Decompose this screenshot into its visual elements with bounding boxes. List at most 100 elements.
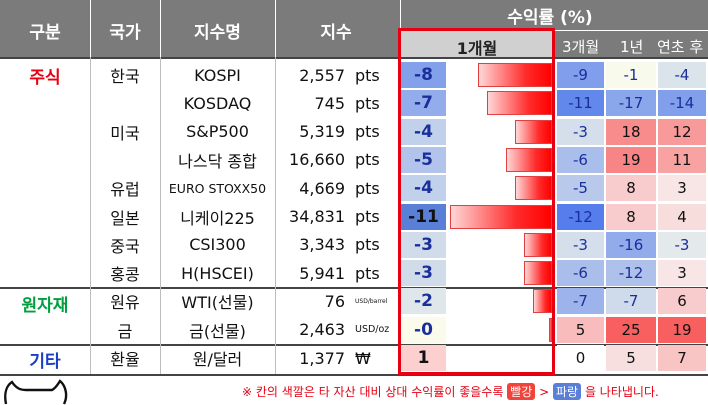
header-ytd: 연초 후	[657, 38, 704, 56]
row-return-1y: 8	[606, 203, 656, 230]
row-return-1m-bar	[514, 176, 552, 201]
row-index-value: 745	[314, 93, 345, 113]
hdr-divider	[275, 0, 276, 57]
row-return-1m: -0	[401, 316, 446, 343]
row-return-ytd: 11	[658, 146, 706, 173]
hdr-divider	[160, 0, 161, 57]
row-unit: pts	[355, 263, 380, 283]
row-country: 유럽	[110, 180, 140, 200]
row-index-name: 금(선물)	[189, 321, 246, 341]
row-return-1m-bar	[477, 63, 552, 87]
highlight-1m-box	[398, 28, 555, 375]
row-country: 미국	[110, 123, 140, 143]
row-country: 한국	[110, 67, 140, 86]
row-return-3m: 5	[557, 316, 604, 343]
row-return-1y: -7	[606, 288, 656, 315]
row-return-1y: 8	[606, 175, 656, 202]
row-return-3m: -12	[557, 203, 604, 230]
row-unit: pts	[355, 65, 380, 85]
row-return-ytd: -4	[658, 62, 706, 88]
col-divider	[160, 57, 161, 374]
row-index-name: CSI300	[189, 235, 246, 255]
category-commodity: 원자재	[21, 295, 69, 316]
col-divider	[275, 57, 276, 374]
row-index-value: 3,343	[299, 235, 345, 255]
row-return-1y: 18	[606, 118, 656, 145]
row-index-name: KOSDAQ	[183, 93, 252, 113]
category-stock: 주식	[29, 67, 61, 88]
header-3m: 3개월	[562, 38, 600, 56]
row-unit: pts	[355, 207, 380, 226]
header-1y: 1년	[620, 38, 644, 56]
header-index-value: 지수	[320, 23, 352, 43]
row-index-name: WTI(선물)	[181, 293, 254, 313]
row-country: 중국	[110, 236, 140, 256]
row-return-3m: -9	[557, 62, 604, 88]
row-return-ytd: 3	[658, 175, 706, 202]
header-index-name: 지수명	[194, 23, 241, 43]
header-1m-label: 1개월	[456, 39, 498, 58]
footnote-blue: 파랑	[553, 383, 582, 400]
row-return-3m: -7	[557, 288, 604, 315]
row-index-value: 5,319	[299, 122, 345, 142]
row-return-3m: -6	[557, 146, 604, 173]
section-line	[0, 57, 708, 59]
row-index-value: 2,557	[299, 65, 345, 85]
row-country	[90, 147, 160, 173]
footnote-arrow: >	[539, 385, 550, 399]
row-return-1m: -5	[401, 146, 446, 173]
row-return-1m: -4	[401, 175, 446, 202]
row-return-1m: -8	[401, 62, 446, 88]
row-index-name: S&P500	[186, 122, 249, 142]
row-unit: pts	[355, 93, 380, 113]
cat-ears-icon	[4, 379, 68, 405]
row-index-value: 2,463	[299, 320, 345, 340]
row-return-1m: -2	[401, 288, 446, 315]
row-return-ytd: 19	[658, 316, 706, 343]
row-return-1y: -16	[606, 231, 656, 258]
row-return-1y: 5	[606, 345, 656, 371]
header-1m-bg	[401, 31, 553, 57]
row-unit: pts	[355, 150, 380, 170]
row-index-value: 4,669	[299, 178, 345, 198]
row-return-3m: -6	[557, 260, 604, 287]
row-return-1m-bar	[524, 261, 552, 286]
row-index-value: 34,831	[289, 207, 345, 226]
col-divider	[90, 57, 91, 374]
row-return-1m: -4	[401, 118, 446, 145]
row-unit: USD/barrel	[355, 297, 388, 305]
row-index-name: EURO STOXX50	[168, 180, 267, 196]
row-return-1m-bar	[505, 147, 552, 172]
footnote-tail: 을 나타냅니다.	[584, 385, 659, 399]
row-return-1m: -3	[401, 260, 446, 287]
row-index-value: 76	[324, 291, 345, 311]
table-header	[0, 0, 708, 57]
row-country: 홍콩	[110, 265, 140, 285]
row-return-3m: -11	[557, 90, 604, 117]
row-return-3m: 0	[557, 345, 604, 371]
section-line	[0, 344, 708, 346]
row-return-ytd: -3	[658, 231, 706, 258]
row-return-ytd: 7	[658, 345, 706, 371]
row-return-1m: 1	[401, 345, 446, 371]
row-return-1y: -1	[606, 62, 656, 88]
row-return-ytd: 3	[658, 260, 706, 287]
row-return-1m-bar	[533, 289, 552, 314]
row-index-name: 나스닥 종합	[178, 151, 257, 171]
row-country: 금	[117, 321, 133, 341]
row-return-1y: 25	[606, 316, 656, 343]
footnote-text: ※ 칸의 색깔은 타 자산 대비 상대 수익률이 좋을수록	[242, 385, 504, 399]
row-index-value: 16,660	[289, 150, 345, 170]
row-return-1m-bar	[524, 232, 552, 257]
row-return-1m: -11	[401, 203, 446, 230]
row-return-3m: -3	[557, 118, 604, 145]
row-return-1y: -12	[606, 260, 656, 287]
row-unit: ₩	[355, 348, 371, 368]
row-country: 원유	[110, 293, 140, 313]
row-return-1m-bar	[549, 317, 552, 342]
row-return-ytd: -14	[658, 90, 706, 117]
row-return-ytd: 12	[658, 118, 706, 145]
row-return-1y: -17	[606, 90, 656, 117]
row-unit: pts	[355, 122, 380, 142]
row-index-value: 1,377	[299, 348, 345, 368]
